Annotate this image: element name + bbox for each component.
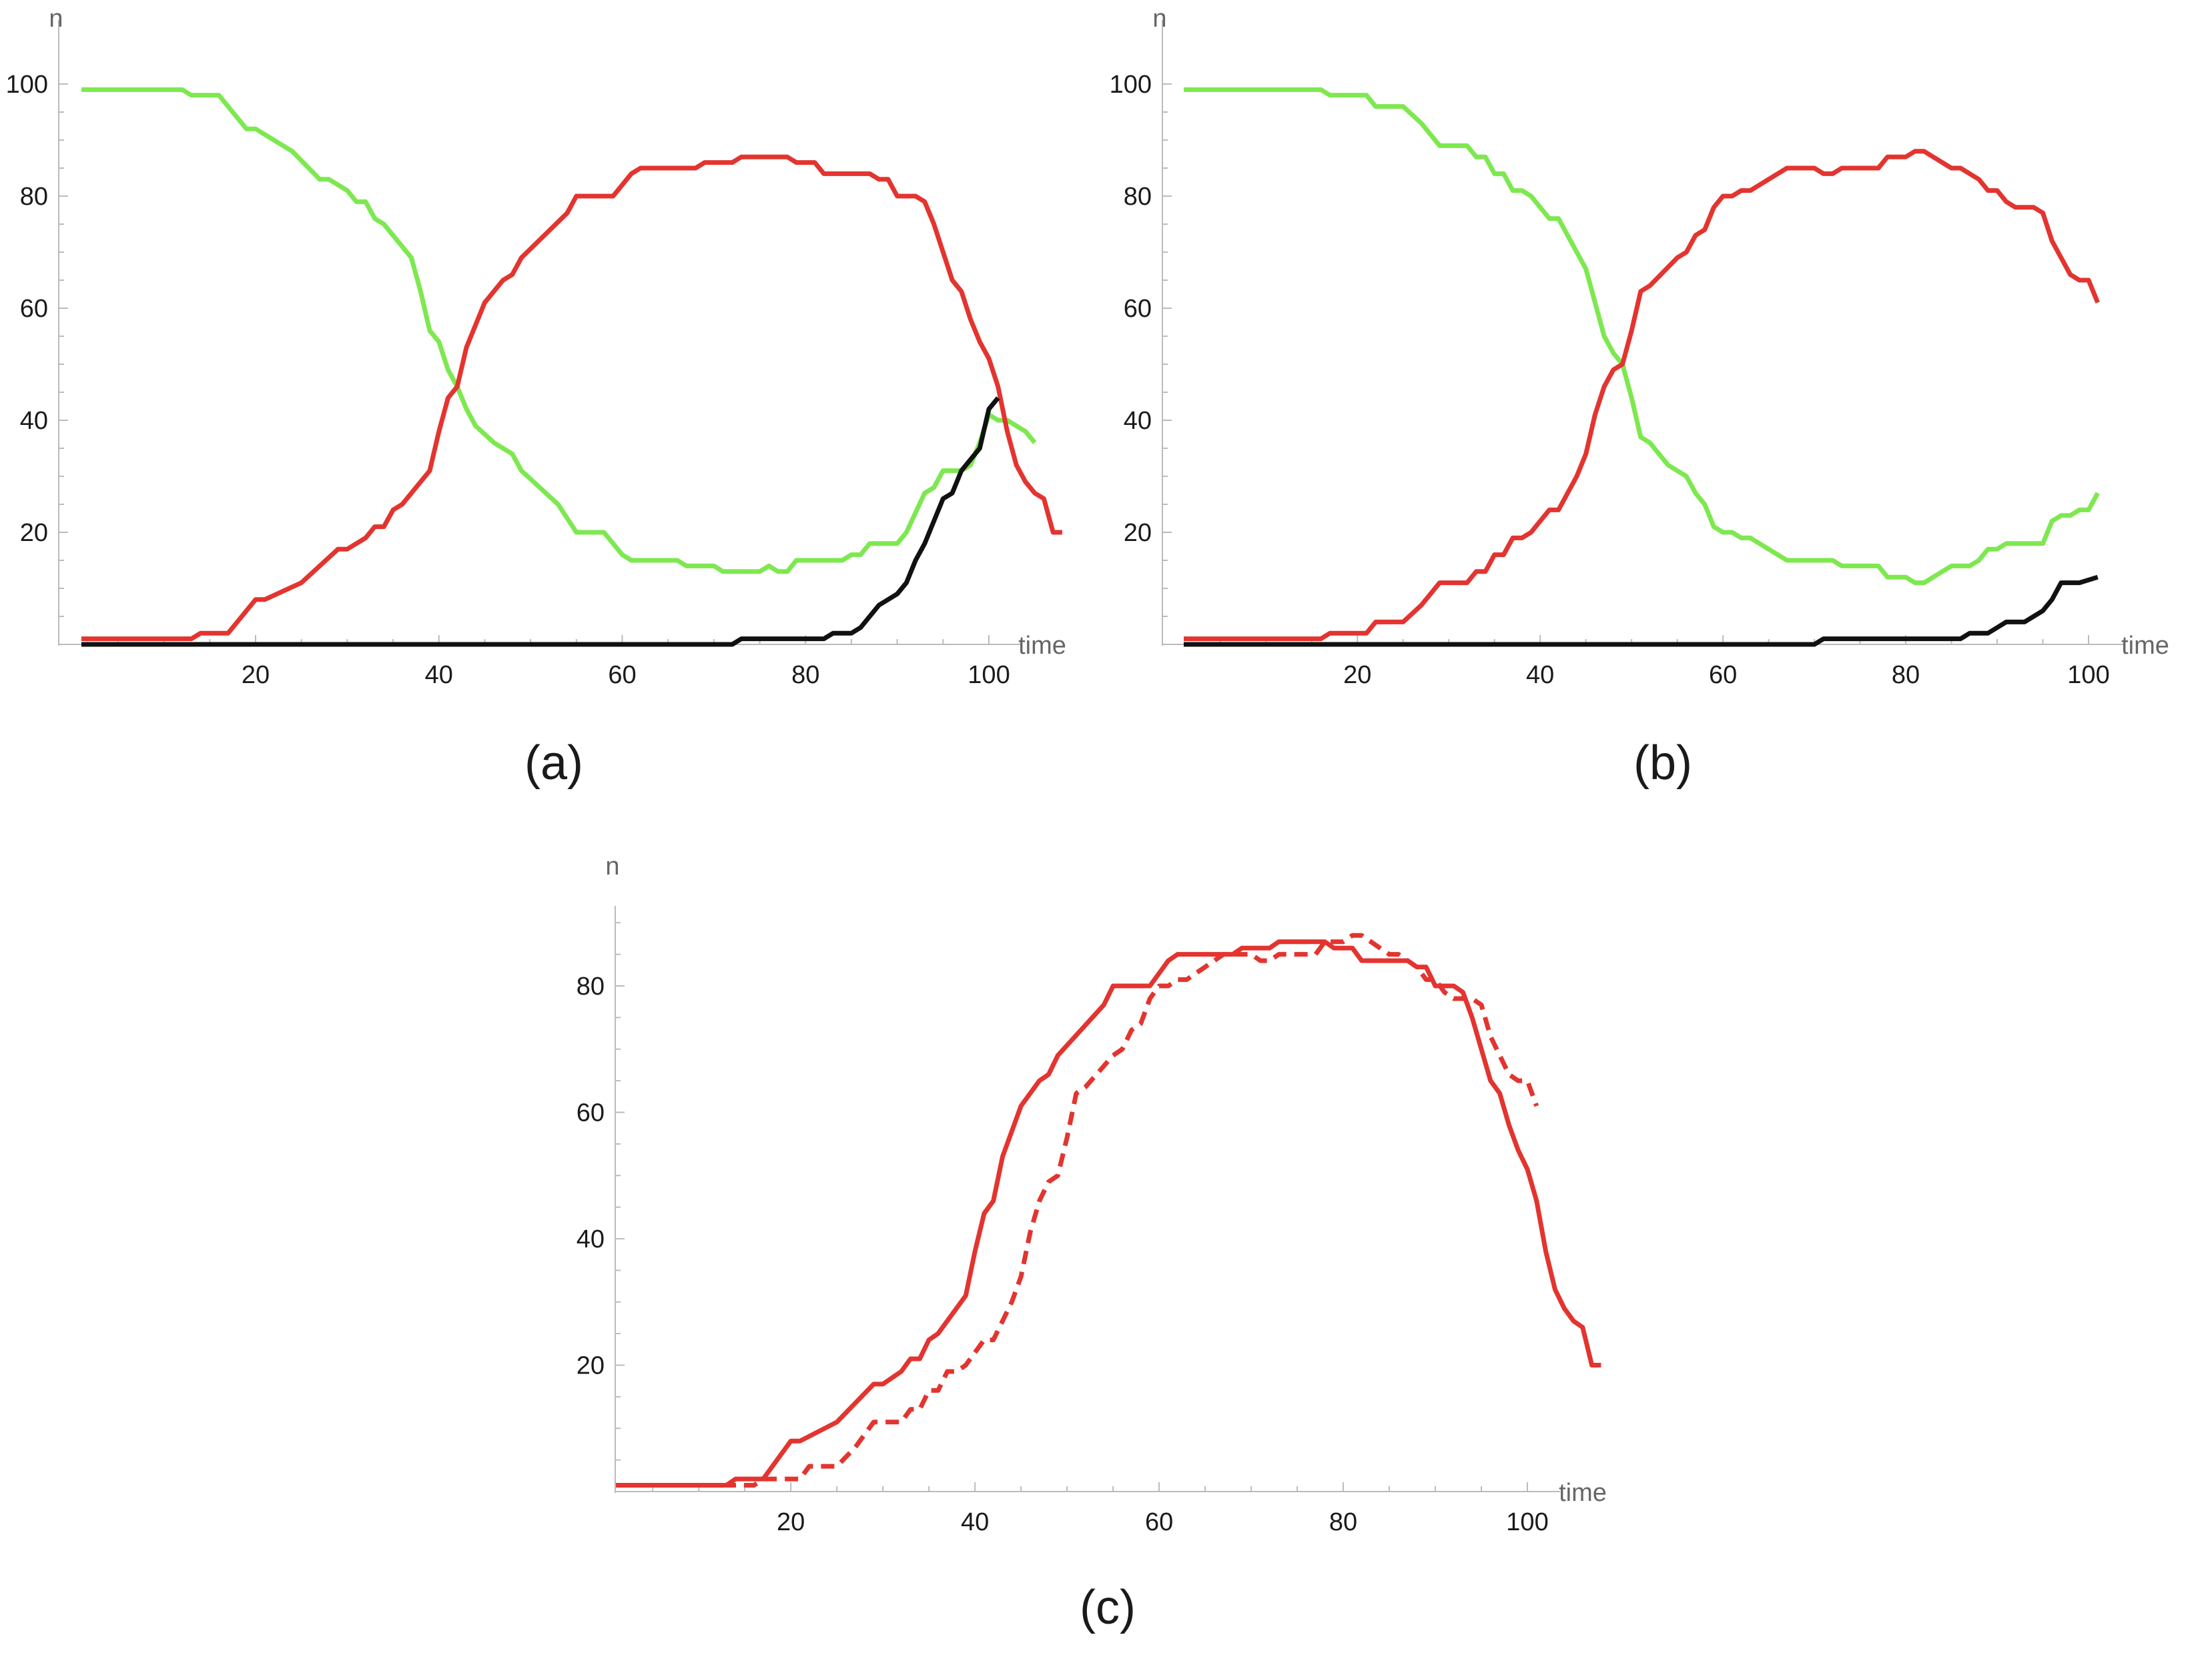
x-tick-label: 40 <box>961 1508 989 1536</box>
x-tick-label: 60 <box>1145 1508 1173 1536</box>
x-axis-label: time <box>1018 632 1066 660</box>
x-tick-label: 60 <box>1709 661 1737 689</box>
plot-a: 20 40 60 80 100 20 40 60 80 100 time n (a) <box>6 5 1066 790</box>
plot-b: 20 40 60 80 100 20 40 60 80 100 time n (b) <box>1110 5 2169 790</box>
x-tick-label: 80 <box>1892 661 1920 689</box>
y-tick-label: 20 <box>20 519 48 547</box>
x-tick-label: 20 <box>1343 661 1371 689</box>
y-tick-label: 40 <box>1124 407 1152 435</box>
x-tick-label: 80 <box>1329 1508 1357 1536</box>
series-line-removed <box>81 396 1000 647</box>
panel-caption: (c) <box>1080 1581 1136 1634</box>
y-tick-label: 60 <box>577 1099 605 1127</box>
x-tick-label: 40 <box>425 661 453 689</box>
x-axis-label: time <box>2121 632 2169 660</box>
plot-c: 20 40 60 80 100 20 40 60 80 time n (c) <box>577 853 1607 1634</box>
y-axis-label: n <box>1152 5 1166 33</box>
panel-caption: (b) <box>1633 736 1692 790</box>
y-tick-label: 60 <box>1124 295 1152 323</box>
x-tick-label: 100 <box>1506 1508 1548 1536</box>
x-tick-label: 20 <box>242 661 270 689</box>
y-axis-label: n <box>49 5 63 33</box>
x-tick-label: 20 <box>777 1508 805 1536</box>
x-axis-label: time <box>1559 1479 1607 1507</box>
y-tick-label: 100 <box>6 71 48 99</box>
y-tick-label: 80 <box>577 973 605 1001</box>
series-line-infected-a <box>616 939 1601 1488</box>
y-tick-label: 20 <box>1124 519 1152 547</box>
series-line-infected-b <box>616 933 1539 1488</box>
panel-caption: (a) <box>524 736 583 790</box>
y-tick-label: 100 <box>1110 71 1152 99</box>
y-tick-label: 60 <box>20 295 48 323</box>
series-line-removed <box>1184 574 2099 647</box>
y-tick-label: 40 <box>577 1225 605 1253</box>
x-tick-label: 60 <box>608 661 636 689</box>
x-tick-label: 100 <box>968 661 1010 689</box>
x-tick-label: 100 <box>2067 661 2109 689</box>
y-tick-label: 80 <box>20 183 48 211</box>
series-line-susceptible <box>1184 87 2100 586</box>
series-line-infected <box>1184 149 2100 642</box>
y-axis-label: n <box>605 853 619 881</box>
y-tick-label: 20 <box>577 1352 605 1380</box>
series-line-susceptible <box>81 87 1037 574</box>
y-tick-label: 80 <box>1124 183 1152 211</box>
y-tick-label: 40 <box>20 407 48 435</box>
x-tick-label: 40 <box>1526 661 1554 689</box>
x-tick-label: 80 <box>791 661 819 689</box>
series-line-infected <box>81 154 1062 642</box>
